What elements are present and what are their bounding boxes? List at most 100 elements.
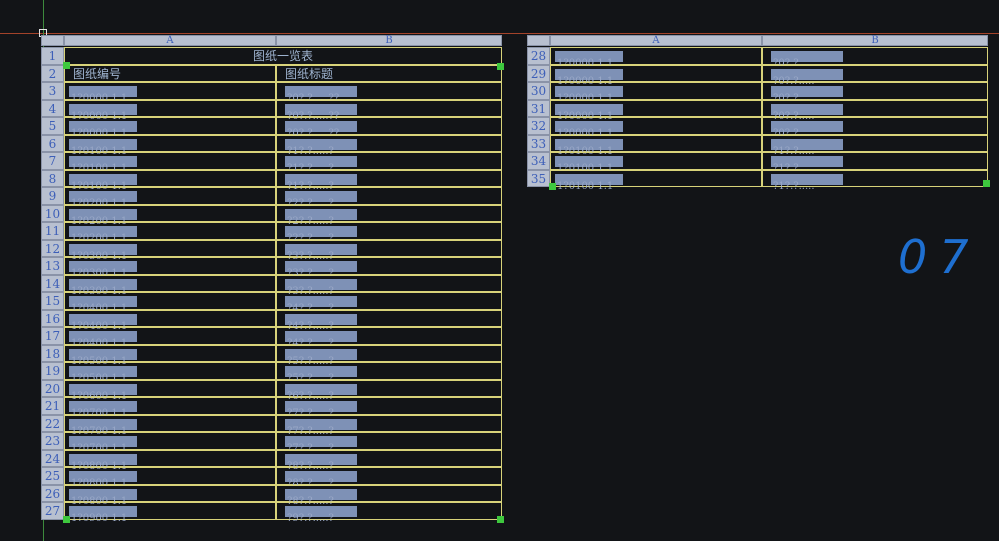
table-row[interactable]: 26 1?0800 1.1 ?8?.?.....? — [41, 484, 502, 507]
cell-drawing-number[interactable]: 1?0700 1.1 — [64, 432, 276, 454]
cell-drawing-title[interactable]: ?3?.?.....? — [276, 257, 502, 279]
grip-handle[interactable] — [497, 516, 504, 523]
cell-drawing-number[interactable]: 1?0800 1.1 — [64, 467, 276, 489]
cell-drawing-number[interactable]: 1?0700 1.1 — [64, 414, 276, 437]
table-row[interactable]: 24 1?0800 1.1 ?8?.?.....? — [41, 449, 502, 472]
table-row[interactable]: 3 1?0000 1.1 ?0?.?.....?? — [41, 82, 502, 104]
cell-drawing-title[interactable]: ?8?.?.....? — [276, 484, 502, 507]
cell-drawing-number[interactable]: 1?0200 1.1 — [64, 204, 276, 227]
table-row[interactable]: 19 1?0500 1.1 ?5?.?.....? — [41, 362, 502, 384]
cell-drawing-title[interactable]: ?3?.?.....? — [276, 239, 502, 262]
cell-drawing-title[interactable]: ?1?.?..... — [762, 169, 988, 192]
column-header-b[interactable]: B — [276, 35, 502, 46]
row-number[interactable]: 17 — [41, 327, 64, 345]
cell-drawing-title[interactable]: ?7?.?.....? — [276, 397, 502, 419]
table-row[interactable]: 18 1?0500 1.1 ?5?.?.....? — [41, 344, 502, 367]
row-number[interactable]: 27 — [41, 502, 64, 520]
cell-drawing-number[interactable]: 1?0700 1.1 — [64, 397, 276, 419]
table-row[interactable]: 25 1?0800 1.1 ?8?.?.....? — [41, 467, 502, 489]
row-number[interactable]: 23 — [41, 432, 64, 450]
cell-drawing-number[interactable]: 1?0500 1.1 — [64, 344, 276, 367]
cell-drawing-title[interactable]: ?4?.?.....? — [276, 292, 502, 314]
cell-drawing-number[interactable]: 1?0000 1.1 — [550, 47, 762, 69]
cell-drawing-title[interactable]: ?1?.?.....? — [276, 134, 502, 157]
table-row[interactable]: 6 1?0100 1.1 ?1?.?.....? — [41, 134, 502, 157]
table-row[interactable]: 23 1?0700 1.1 ?7?.?.....? — [41, 432, 502, 454]
table-row[interactable]: 35 1?0100 1.1 ?1?.?..... — [527, 169, 988, 192]
cell-drawing-number[interactable]: 1?0300 1.1 — [64, 274, 276, 297]
column-header-a[interactable]: A — [550, 35, 762, 46]
row-number[interactable]: 16 — [41, 309, 64, 327]
row-number[interactable]: 31 — [527, 99, 550, 117]
cell-drawing-title[interactable]: ?5?.?.....? — [276, 362, 502, 384]
cell-drawing-title[interactable]: ?9?.?.....? — [276, 502, 502, 524]
row-number[interactable]: 10 — [41, 204, 64, 222]
row-number[interactable]: 1 — [41, 47, 64, 65]
row-number[interactable]: 2 — [41, 64, 64, 82]
table-row[interactable]: 12 1?0300 1.1 ?3?.?.....? — [41, 239, 502, 262]
column-header-b[interactable]: B — [762, 35, 988, 46]
row-number[interactable]: 7 — [41, 152, 64, 170]
cell-drawing-title[interactable]: ?2?.?.....? — [276, 222, 502, 244]
row-number[interactable]: 28 — [527, 47, 550, 65]
cell-drawing-title[interactable]: ?7?.?.....? — [276, 414, 502, 437]
cell-drawing-number[interactable]: 1?0400 1.1 — [64, 292, 276, 314]
header-cell-drawing-number[interactable]: 图纸编号 — [64, 64, 276, 82]
cell-drawing-number[interactable]: 1?0300 1.1 — [64, 239, 276, 262]
cell-drawing-number[interactable]: 1?0100 1.1 — [550, 152, 762, 174]
row-number[interactable]: 25 — [41, 467, 64, 485]
cell-drawing-title[interactable]: ?4?.?.....? — [276, 309, 502, 332]
cell-drawing-number[interactable]: 1?0300 1.1 — [64, 257, 276, 279]
column-header-a[interactable]: A — [64, 35, 276, 46]
cell-drawing-number[interactable]: 1?0800 1.1 — [64, 449, 276, 472]
cell-drawing-number[interactable]: 1?0100 1.1 — [550, 134, 762, 157]
cell-drawing-title[interactable]: ?8?.?.....? — [276, 449, 502, 472]
cell-drawing-number[interactable]: 1?0100 1.1 — [64, 169, 276, 192]
cell-drawing-number[interactable]: 1?0000 1.1 — [64, 99, 276, 122]
cell-drawing-title[interactable]: ?8?.?.....? — [276, 467, 502, 489]
row-number[interactable]: 35 — [527, 169, 550, 187]
table-row[interactable]: 11 1?0200 1.1 ?2?.?.....? — [41, 222, 502, 244]
cell-drawing-number[interactable]: 1?0000 1.1 — [550, 99, 762, 122]
table-row[interactable]: 21 1?0700 1.1 ?7?.?.....? — [41, 397, 502, 419]
row-number[interactable]: 9 — [41, 187, 64, 205]
table-row[interactable]: 7 1?0100 1.1 ?1?.?.....? — [41, 152, 502, 174]
row-number[interactable]: 12 — [41, 239, 64, 257]
cell-drawing-title[interactable]: ?0?.?..... — [762, 64, 988, 87]
row-number[interactable]: 26 — [41, 484, 64, 502]
cell-drawing-title[interactable]: ?0?.?..... — [762, 99, 988, 122]
row-number[interactable]: 13 — [41, 257, 64, 275]
cell-drawing-number[interactable]: 1?0000 1.1 — [550, 82, 762, 104]
row-number[interactable]: 11 — [41, 222, 64, 240]
row-number[interactable]: 15 — [41, 292, 64, 310]
cell-drawing-number[interactable]: 1?0000 1.1 — [550, 64, 762, 87]
header-cell-drawing-title[interactable]: 图纸标题 — [276, 64, 502, 82]
table-row[interactable]: 30 1?0000 1.1 ?0?.?..... — [527, 82, 988, 104]
grip-handle[interactable] — [63, 62, 70, 69]
row-number[interactable]: 3 — [41, 82, 64, 100]
cell-drawing-number[interactable]: 1?0100 1.1 — [64, 152, 276, 174]
cell-drawing-title[interactable]: ?0?.?.....?? — [276, 82, 502, 104]
table-title-cell[interactable]: 图纸一览表 — [64, 47, 502, 65]
table-row[interactable]: 32 1?0000 1.1 ?0?.?..... — [527, 117, 988, 139]
cell-drawing-title[interactable]: ?0?.?.....?? — [276, 117, 502, 139]
table-row[interactable]: 28 1?0000 1.1 ?0?.?..... — [527, 47, 988, 69]
cell-drawing-title[interactable]: ?1?.?.....? — [276, 169, 502, 192]
cell-drawing-title[interactable]: ?0?.?..... — [762, 82, 988, 104]
cell-drawing-number[interactable]: 1?0000 1.1 — [64, 82, 276, 104]
table-row[interactable]: 27 1?0900 1.1 ?9?.?.....? — [41, 502, 502, 524]
table-row[interactable]: 17 1?0400 1.1 ?4?.?.....? — [41, 327, 502, 349]
cell-drawing-number[interactable]: 1?0900 1.1 — [64, 502, 276, 524]
cell-drawing-number[interactable]: 1?0600 1.1 — [64, 379, 276, 402]
cell-drawing-title[interactable]: ?1?.?..... — [762, 152, 988, 174]
cell-drawing-number[interactable]: 1?0000 1.1 — [64, 117, 276, 139]
cell-drawing-title[interactable]: ?6?.?.....? — [276, 379, 502, 402]
cell-drawing-number[interactable]: 1?0100 1.1 — [64, 134, 276, 157]
cell-drawing-title[interactable]: ?2?.?.....? — [276, 187, 502, 209]
table-row[interactable]: 15 1?0400 1.1 ?4?.?.....? — [41, 292, 502, 314]
cell-drawing-number[interactable]: 1?0000 1.1 — [550, 117, 762, 139]
table-row[interactable]: 33 1?0100 1.1 ?1?.?..... — [527, 134, 988, 157]
table-row[interactable]: 16 1?0400 1.1 ?4?.?.....? — [41, 309, 502, 332]
cell-drawing-number[interactable]: 1?0400 1.1 — [64, 309, 276, 332]
row-number[interactable]: 34 — [527, 152, 550, 170]
